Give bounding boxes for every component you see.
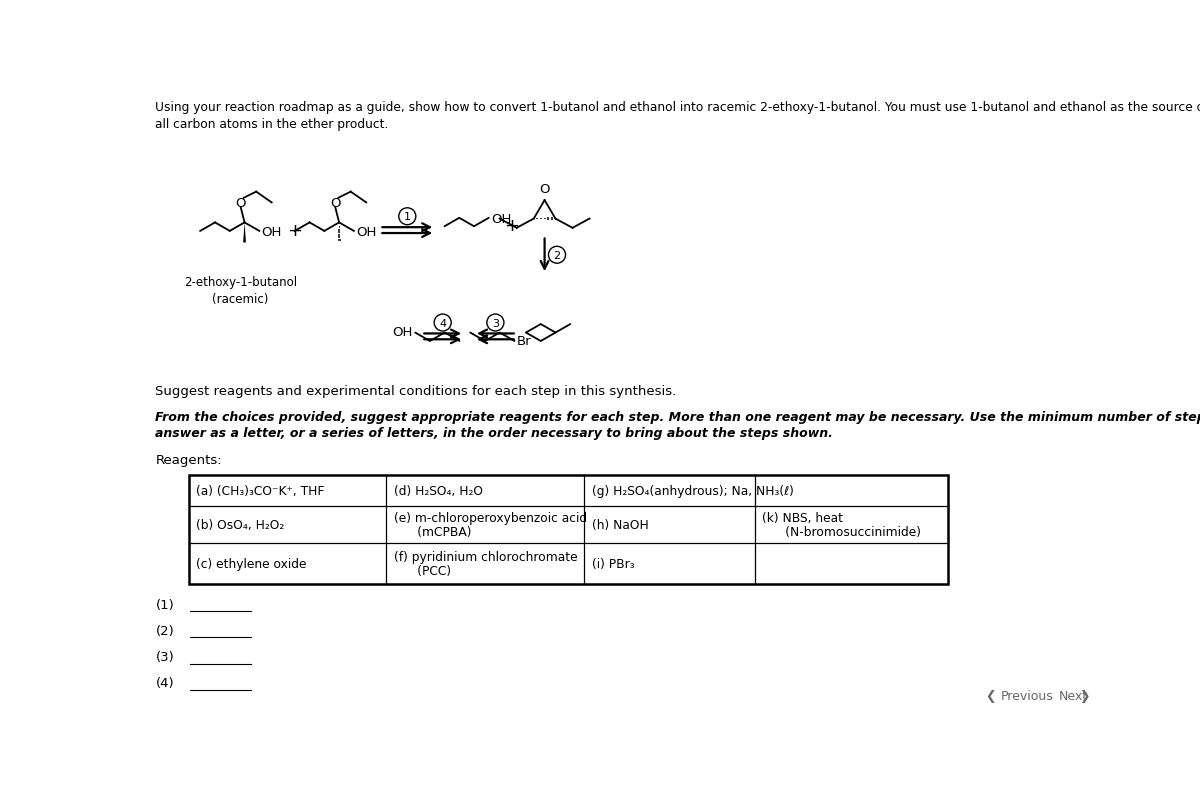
- Text: (N-bromosuccinimide): (N-bromosuccinimide): [762, 525, 922, 538]
- Text: ❯: ❯: [1079, 690, 1090, 703]
- Text: Using your reaction roadmap as a guide, show how to convert 1-butanol and ethano: Using your reaction roadmap as a guide, …: [156, 101, 1200, 114]
- Text: (PCC): (PCC): [394, 565, 451, 577]
- Text: Suggest reagents and experimental conditions for each step in this synthesis.: Suggest reagents and experimental condit…: [156, 385, 677, 398]
- Text: (3): (3): [156, 650, 174, 663]
- Text: +: +: [288, 222, 302, 240]
- Text: (i) PBr₃: (i) PBr₃: [592, 557, 635, 570]
- Text: 1: 1: [403, 212, 410, 222]
- Text: (f) pyridinium chlorochromate: (f) pyridinium chlorochromate: [394, 550, 577, 563]
- Polygon shape: [244, 223, 246, 243]
- Text: (b) OsO₄, H₂O₂: (b) OsO₄, H₂O₂: [197, 518, 284, 531]
- Text: answer as a letter, or a series of letters, in the order necessary to bring abou: answer as a letter, or a series of lette…: [156, 427, 833, 440]
- Text: (k) NBS, heat: (k) NBS, heat: [762, 511, 844, 525]
- Text: OH: OH: [491, 213, 511, 226]
- Bar: [188, 476, 948, 585]
- Text: 3: 3: [492, 318, 499, 328]
- Circle shape: [487, 314, 504, 331]
- Text: 2: 2: [553, 250, 560, 261]
- Text: +: +: [504, 217, 520, 234]
- Text: (2): (2): [156, 624, 174, 638]
- Text: ❮: ❮: [985, 690, 996, 703]
- Circle shape: [434, 314, 451, 331]
- Text: (g) H₂SO₄(anhydrous); Na, NH₃(ℓ): (g) H₂SO₄(anhydrous); Na, NH₃(ℓ): [592, 484, 793, 497]
- Text: (1): (1): [156, 598, 174, 611]
- Text: (a) (CH₃)₃CO⁻K⁺, THF: (a) (CH₃)₃CO⁻K⁺, THF: [197, 484, 325, 497]
- Text: O: O: [330, 196, 341, 209]
- Text: Previous: Previous: [1001, 690, 1054, 703]
- Circle shape: [398, 209, 416, 225]
- Text: Next: Next: [1060, 690, 1088, 703]
- Text: all carbon atoms in the ether product.: all carbon atoms in the ether product.: [156, 118, 389, 131]
- Text: 2-ethoxy-1-butanol: 2-ethoxy-1-butanol: [184, 275, 298, 289]
- Text: (e) m-chloroperoxybenzoic acid: (e) m-chloroperoxybenzoic acid: [394, 511, 587, 525]
- Text: (d) H₂SO₄, H₂O: (d) H₂SO₄, H₂O: [394, 484, 484, 497]
- Text: OH: OH: [262, 226, 282, 239]
- Circle shape: [548, 247, 565, 264]
- Text: (mCPBA): (mCPBA): [394, 525, 472, 538]
- Text: OH: OH: [356, 226, 377, 239]
- Text: 4: 4: [439, 318, 446, 328]
- Text: (4): (4): [156, 677, 174, 690]
- Text: Reagents:: Reagents:: [156, 454, 222, 467]
- Text: O: O: [235, 196, 246, 209]
- Text: (h) NaOH: (h) NaOH: [592, 518, 648, 531]
- Text: (racemic): (racemic): [212, 293, 269, 306]
- Text: (c) ethylene oxide: (c) ethylene oxide: [197, 557, 307, 570]
- Text: O: O: [539, 183, 550, 196]
- Text: Br: Br: [517, 335, 532, 348]
- Text: From the choices provided, suggest appropriate reagents for each step. More than: From the choices provided, suggest appro…: [156, 410, 1200, 423]
- Text: OH: OH: [392, 326, 413, 338]
